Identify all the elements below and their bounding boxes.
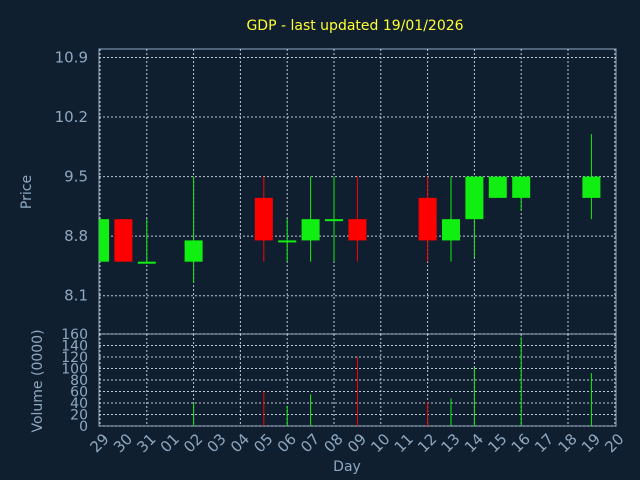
price-tick-label: 10.9 [55, 49, 88, 67]
x-tick-label: 19 [578, 430, 604, 456]
volume-tick-label: 160 [61, 327, 88, 343]
price-tick-label: 8.1 [64, 287, 88, 305]
price-tick-label: 10.2 [55, 108, 88, 126]
x-tick-label: 09 [344, 430, 370, 456]
candle-body [301, 219, 320, 241]
volume-tick-label: 40 [70, 396, 88, 412]
volume-tick-label: 60 [70, 385, 88, 401]
x-tick-labels: 2930310102030405060708091011121314151617… [87, 430, 628, 456]
candle-body [254, 197, 273, 241]
x-tick-label: 08 [321, 430, 347, 456]
x-tick-label: 15 [484, 430, 510, 456]
candle-body [325, 219, 343, 222]
price-axis-label: Price [19, 175, 35, 209]
x-tick-label: 18 [555, 430, 581, 456]
x-tick-label: 01 [157, 430, 183, 456]
price-tick-label: 8.8 [64, 227, 88, 245]
volume-axis-label: Volume (0000) [30, 329, 46, 432]
volume-tick-label: 120 [61, 350, 88, 366]
x-tick-label: 05 [250, 430, 276, 456]
x-tick-label: 02 [180, 430, 206, 456]
price-grid [99, 49, 616, 334]
candle-body [418, 197, 437, 241]
candle-body [465, 176, 484, 220]
candle-body [114, 219, 133, 262]
x-tick-label: 20 [601, 430, 627, 456]
x-tick-label: 11 [391, 430, 417, 456]
candle-body [582, 176, 601, 198]
candle-body [488, 176, 507, 198]
volume-tick-label: 20 [70, 408, 88, 424]
price-tick-label: 9.5 [64, 168, 88, 186]
x-tick-label: 31 [133, 430, 159, 456]
candles [99, 134, 601, 283]
x-tick-label: 04 [227, 430, 253, 456]
x-tick-label: 10 [367, 430, 393, 456]
candle-body [184, 240, 203, 262]
candle-body [99, 219, 109, 262]
x-tick-label: 14 [461, 430, 487, 456]
x-tick-label: 17 [531, 430, 557, 456]
candle-body [442, 219, 460, 241]
x-tick-label: 16 [508, 430, 534, 456]
candle-body [348, 219, 367, 241]
volume-bars [193, 336, 592, 426]
x-tick-label: 13 [438, 430, 464, 456]
volume-tick-label: 140 [61, 339, 88, 355]
x-tick-label: 30 [110, 430, 136, 456]
x-tick-label: 29 [87, 430, 113, 456]
volume-tick-label: 0 [79, 419, 88, 435]
candle-body [278, 240, 297, 243]
volume-tick-label: 80 [70, 373, 88, 389]
x-tick-label: 03 [204, 430, 230, 456]
volume-tick-label: 100 [61, 362, 88, 378]
candle-body [512, 176, 531, 198]
candle-body [137, 261, 156, 264]
price-panel: 8.1 8.8 9.5 10.2 10.9 Price [19, 48, 617, 335]
x-axis-label: Day [333, 459, 361, 475]
price-y-ticks: 8.1 8.8 9.5 10.2 10.9 [55, 49, 88, 305]
chart-title: GDP - last updated 19/01/2026 [246, 18, 463, 34]
x-tick-label: 07 [297, 430, 323, 456]
x-tick-label: 06 [274, 430, 300, 456]
x-tick-label: 12 [414, 430, 440, 456]
